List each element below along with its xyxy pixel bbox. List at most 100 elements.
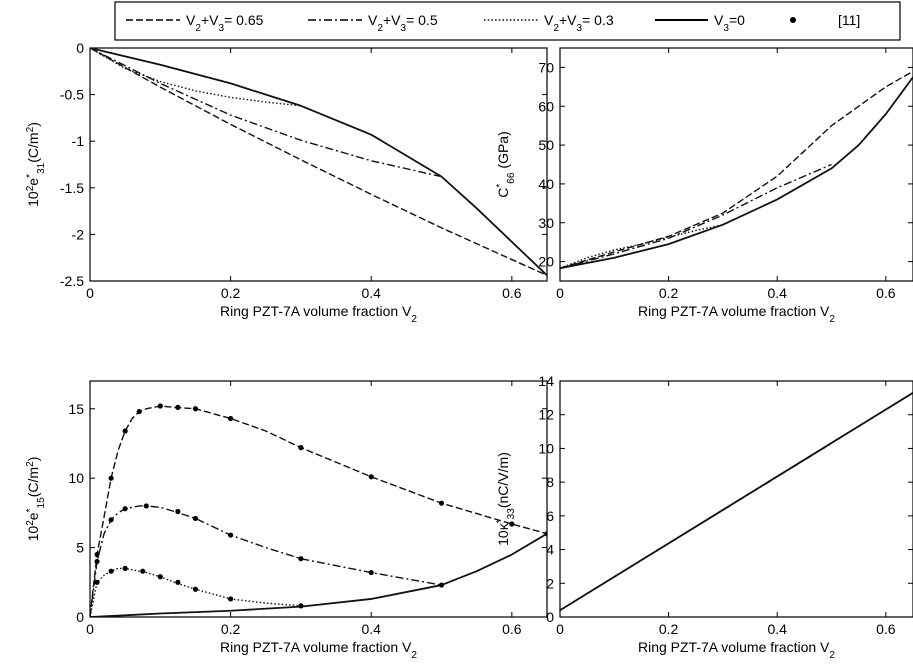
series-line-dashed bbox=[90, 48, 547, 277]
series-line-dashed bbox=[90, 405, 547, 617]
reference-point bbox=[228, 532, 234, 538]
y-tick-label: 50 bbox=[538, 137, 554, 153]
y-tick-label: 6 bbox=[546, 508, 554, 524]
legend-label: V2+V3= 0.3 bbox=[544, 12, 614, 34]
panel-e31: 0 0.2 0.4 0.6 0 -0.5 -1 -1.5 -2 -2.5 Ring PZT-7A v… bbox=[25, 40, 548, 325]
x-tick-label: 0.2 bbox=[221, 621, 241, 637]
y-tick-label: 4 bbox=[546, 542, 554, 558]
legend: V2+V3= 0.65 V2+V3= 0.5 V2+V3= 0.3 V3=0 [11] bbox=[114, 1, 901, 41]
y-tick-label: 15 bbox=[68, 401, 84, 417]
panel-c66: 0 0.2 0.4 0.6 20 30 40 50 60 70 Ring PZT-7A volume… bbox=[495, 47, 913, 325]
plot-frame bbox=[559, 47, 913, 282]
x-tick-label: 0.4 bbox=[361, 285, 381, 301]
legend-label: [11] bbox=[838, 12, 860, 28]
reference-point bbox=[368, 569, 374, 576]
reference-point bbox=[368, 474, 374, 480]
series-line-dashdot bbox=[90, 505, 442, 617]
plot-frame bbox=[559, 380, 913, 618]
y-tick-label: 20 bbox=[538, 254, 554, 270]
reference-point bbox=[122, 428, 128, 434]
reference-point bbox=[136, 408, 142, 415]
reference-point bbox=[108, 568, 114, 574]
reference-point bbox=[108, 475, 114, 481]
y-tick-label: 0 bbox=[546, 609, 554, 625]
legend-label: V2+V3= 0.65 bbox=[186, 12, 264, 34]
x-tick-label: 0 bbox=[556, 285, 564, 301]
y-tick-label: 0 bbox=[76, 40, 84, 56]
x-tick-label: 0.6 bbox=[876, 285, 896, 301]
series-line-dotted bbox=[560, 224, 724, 269]
panel-e15: 0 0.2 0.4 0.6 0 5 10 15 Ring PZT-7A volume fract… bbox=[25, 380, 548, 661]
reference-point bbox=[438, 582, 445, 588]
reference-point bbox=[94, 579, 100, 585]
x-axis-label: Ring PZT-7A volume fraction V2 bbox=[638, 639, 835, 661]
reference-point bbox=[175, 404, 181, 410]
y-tick-label: 60 bbox=[538, 98, 554, 114]
x-tick-label: 0.2 bbox=[659, 285, 679, 301]
reference-point bbox=[175, 579, 181, 585]
reference-point bbox=[192, 406, 199, 412]
reference-point bbox=[140, 568, 146, 574]
y-tick-label: 8 bbox=[546, 474, 554, 490]
reference-point bbox=[175, 508, 181, 515]
y-tick-label: 0 bbox=[76, 609, 84, 625]
reference-point bbox=[108, 517, 114, 523]
y-tick-label: 40 bbox=[538, 176, 554, 192]
x-tick-label: 0.4 bbox=[361, 621, 381, 637]
reference-point bbox=[94, 551, 100, 558]
series-line-dotted bbox=[90, 567, 301, 617]
reference-point bbox=[157, 403, 163, 409]
y-tick-label: 14 bbox=[538, 373, 554, 389]
y-tick-label: 70 bbox=[538, 59, 554, 75]
legend-box bbox=[114, 1, 901, 41]
y-tick-label: 10 bbox=[68, 470, 84, 486]
reference-point bbox=[94, 558, 100, 565]
y-axis-label: 10κ*33(nC/V/m) bbox=[495, 452, 517, 546]
x-tick-label: 0.2 bbox=[659, 621, 679, 637]
reference-point bbox=[298, 556, 304, 562]
x-tick-label: 0.6 bbox=[502, 621, 522, 637]
x-axis-label: Ring PZT-7A volume fraction V2 bbox=[220, 303, 417, 325]
x-tick-label: 0 bbox=[86, 285, 94, 301]
series-line-solid bbox=[560, 392, 913, 612]
panel-k33: 0 0.2 0.4 0.6 0 2 4 6 8 10 12 14 Ring PZT-7A volume … bbox=[495, 373, 913, 661]
reference-point bbox=[122, 565, 128, 572]
plot-frame bbox=[89, 380, 548, 618]
x-tick-label: 0.2 bbox=[221, 285, 241, 301]
reference-point bbox=[298, 603, 304, 609]
y-tick-label: -0.5 bbox=[60, 87, 84, 103]
legend-label: V3=0 bbox=[714, 12, 745, 34]
series-line-solid bbox=[560, 76, 913, 270]
y-tick-label: 5 bbox=[76, 540, 84, 556]
reference-point bbox=[509, 521, 515, 527]
y-tick-label: -2.5 bbox=[60, 273, 84, 289]
series-line-dashdot bbox=[90, 48, 442, 178]
reference-point bbox=[438, 500, 445, 506]
legend-marker bbox=[790, 17, 796, 23]
x-tick-label: 0.6 bbox=[502, 285, 522, 301]
reference-point bbox=[192, 586, 199, 592]
reference-point bbox=[228, 415, 234, 422]
x-tick-label: 0.4 bbox=[767, 285, 787, 301]
legend-label: V2+V3= 0.5 bbox=[368, 12, 438, 34]
y-tick-label: 30 bbox=[538, 215, 554, 231]
series-line-dotted bbox=[90, 48, 301, 107]
x-tick-label: 0 bbox=[86, 621, 94, 637]
series-line-dashed bbox=[560, 70, 913, 269]
x-tick-label: 0.4 bbox=[767, 621, 787, 637]
x-axis-label: Ring PZT-7A volume fraction V2 bbox=[220, 639, 417, 661]
reference-point bbox=[157, 574, 163, 580]
y-tick-label: 2 bbox=[546, 575, 554, 591]
reference-point bbox=[122, 506, 128, 512]
x-axis-label: Ring PZT-7A volume fraction V2 bbox=[638, 303, 835, 325]
reference-point bbox=[143, 503, 149, 509]
series-line-dashdot bbox=[560, 163, 832, 269]
y-axis-label: 102e*31(C/m2) bbox=[25, 122, 47, 207]
reference-point bbox=[192, 515, 199, 522]
series-line-solid bbox=[90, 48, 547, 277]
reference-point bbox=[298, 445, 304, 451]
y-tick-label: 12 bbox=[538, 407, 554, 423]
reference-point bbox=[544, 531, 547, 537]
x-tick-label: 0 bbox=[556, 621, 564, 637]
